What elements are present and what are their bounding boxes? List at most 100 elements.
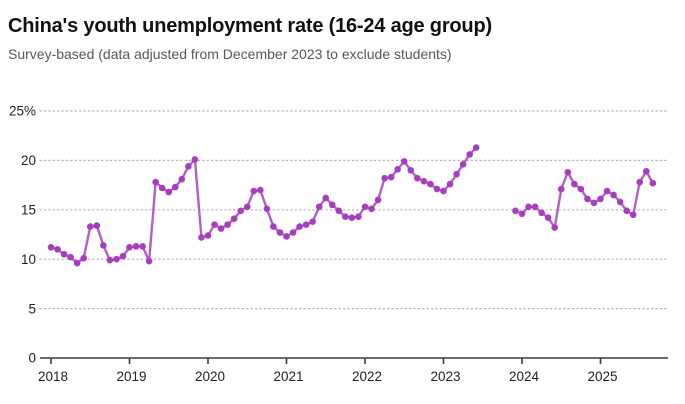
year-tick-label: 2023 bbox=[430, 369, 460, 384]
data-point bbox=[191, 156, 199, 163]
data-point bbox=[597, 195, 604, 203]
data-point bbox=[60, 250, 68, 258]
chart-subtitle: Survey-based (data adjusted from Decembe… bbox=[8, 46, 452, 62]
data-point bbox=[335, 207, 343, 215]
data-point bbox=[649, 179, 657, 187]
data-point bbox=[171, 183, 179, 191]
y-tick-label: 20 bbox=[21, 153, 36, 168]
data-point bbox=[355, 213, 362, 221]
data-point bbox=[571, 180, 578, 188]
year-tick-label: 2022 bbox=[352, 369, 382, 384]
data-point bbox=[230, 215, 238, 222]
data-point bbox=[302, 221, 310, 228]
data-point bbox=[387, 173, 395, 181]
data-point bbox=[165, 188, 173, 196]
data-point bbox=[158, 184, 166, 192]
data-point bbox=[211, 221, 218, 228]
data-point bbox=[93, 222, 101, 229]
chart-header: China's youth unemployment rate (16-24 a… bbox=[8, 14, 668, 64]
data-point bbox=[263, 205, 271, 213]
data-point bbox=[204, 232, 212, 239]
data-point bbox=[414, 174, 421, 182]
data-point bbox=[80, 254, 88, 262]
data-point bbox=[453, 170, 460, 178]
data-point bbox=[224, 221, 231, 228]
data-point bbox=[557, 185, 565, 193]
y-tick-label: 0 bbox=[28, 351, 36, 366]
data-point bbox=[47, 244, 55, 251]
data-point bbox=[139, 243, 146, 250]
data-point bbox=[243, 203, 251, 211]
data-point bbox=[361, 203, 369, 211]
data-point bbox=[440, 187, 447, 195]
data-point bbox=[322, 194, 330, 202]
data-point bbox=[270, 223, 277, 230]
data-point bbox=[289, 229, 297, 236]
data-point bbox=[525, 203, 532, 211]
data-point bbox=[623, 207, 630, 215]
series-line bbox=[49, 146, 478, 265]
data-point bbox=[315, 203, 323, 211]
data-point bbox=[564, 168, 572, 176]
data-point bbox=[328, 201, 336, 209]
data-point bbox=[283, 233, 290, 240]
data-point bbox=[544, 214, 552, 222]
data-point bbox=[217, 225, 225, 232]
series-line bbox=[514, 170, 655, 229]
data-point bbox=[126, 244, 133, 251]
data-point bbox=[603, 187, 611, 195]
data-point bbox=[584, 195, 591, 203]
data-point bbox=[400, 158, 408, 165]
data-point bbox=[86, 223, 94, 230]
year-tick-label: 2020 bbox=[195, 369, 225, 384]
data-point bbox=[178, 175, 186, 183]
data-point bbox=[446, 180, 454, 188]
y-tick-label: 5 bbox=[28, 301, 36, 316]
year-tick-label: 2024 bbox=[509, 369, 540, 384]
data-point bbox=[185, 163, 192, 170]
data-point bbox=[257, 186, 264, 194]
data-point bbox=[198, 234, 205, 241]
data-point bbox=[518, 210, 526, 218]
data-point bbox=[538, 209, 545, 217]
year-tick-label: 2019 bbox=[116, 369, 146, 384]
data-point bbox=[577, 185, 585, 193]
data-point bbox=[54, 246, 61, 253]
data-point bbox=[296, 223, 303, 230]
data-point bbox=[237, 207, 245, 215]
data-point bbox=[152, 178, 159, 186]
data-point bbox=[250, 187, 258, 195]
data-point bbox=[629, 211, 637, 219]
chart-title: China's youth unemployment rate (16-24 a… bbox=[8, 15, 492, 37]
data-point bbox=[427, 180, 434, 188]
data-point bbox=[368, 205, 375, 213]
data-point bbox=[636, 178, 644, 186]
year-tick-label: 2025 bbox=[587, 369, 617, 384]
data-point bbox=[348, 214, 356, 222]
data-point bbox=[374, 196, 382, 204]
data-point bbox=[67, 253, 74, 261]
data-point bbox=[433, 185, 441, 193]
data-point bbox=[407, 166, 415, 174]
data-point bbox=[381, 174, 388, 182]
data-point bbox=[394, 165, 402, 173]
data-point bbox=[551, 224, 559, 231]
y-tick-label: 25% bbox=[9, 104, 36, 119]
data-point bbox=[73, 259, 81, 267]
data-point bbox=[106, 256, 114, 264]
data-point bbox=[616, 198, 624, 206]
data-point bbox=[342, 213, 349, 221]
data-point bbox=[420, 177, 428, 185]
data-point bbox=[642, 167, 650, 175]
data-point bbox=[531, 203, 539, 211]
data-point bbox=[145, 257, 153, 265]
data-point bbox=[113, 255, 120, 263]
data-point bbox=[100, 242, 107, 249]
data-point bbox=[132, 243, 140, 250]
data-point bbox=[466, 151, 473, 158]
data-point bbox=[309, 218, 316, 225]
data-point bbox=[610, 191, 617, 199]
data-point bbox=[459, 161, 467, 168]
year-tick-label: 2018 bbox=[38, 369, 68, 384]
